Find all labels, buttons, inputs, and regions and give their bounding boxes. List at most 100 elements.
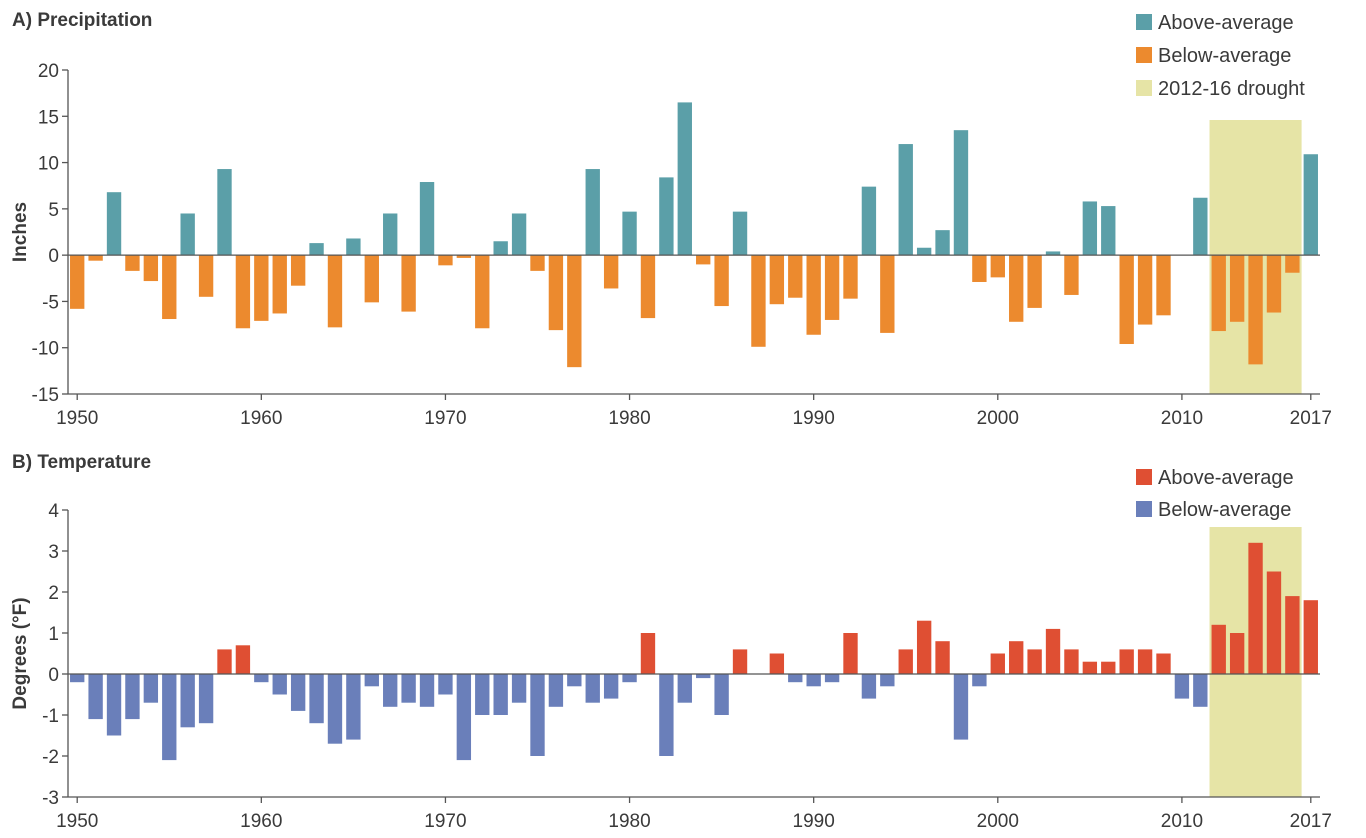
precipitation-bar-1953 [125,255,140,271]
temperature-legend-swatch-above [1136,469,1152,485]
precipitation-legend-swatch-above [1136,14,1152,30]
precipitation-bar-1975 [530,255,545,271]
precipitation-bar-2002 [1027,255,1042,308]
precipitation-bar-1996 [916,247,932,256]
temperature-bar-1961 [272,674,287,695]
temperature-bar-1983 [677,674,692,703]
temperature-bar-1966 [364,674,379,687]
temperature-ytick-label: -2 [42,747,59,768]
precipitation-bar-1960 [254,255,269,321]
precipitation-bar-1972 [475,255,490,329]
precipitation-bar-2017 [1303,154,1318,256]
temperature-bar-1997 [935,641,950,674]
precipitation-legend-label-drought: 2012-16 drought [1158,78,1305,100]
precipitation-bar-2000 [990,255,1005,278]
temperature-xtick-label: 1960 [240,811,282,832]
precipitation-bar-1970 [438,255,453,266]
precipitation-bar-2005 [1082,201,1098,256]
temperature-bar-1979 [603,674,619,699]
precipitation-bar-2011 [1193,197,1208,256]
precipitation-bar-1986 [732,211,748,256]
precipitation-bar-1968 [401,255,416,312]
precipitation-panel: A) Precipitation -15 -10 -5 0 5 10 15 20 1950 196… [10,10,1332,429]
temperature-bar-1996 [916,620,932,674]
precipitation-bar-1951 [88,255,103,261]
temperature-bar-1963 [309,674,324,724]
precipitation-bar-1995 [898,144,913,256]
precipitation-bar-1976 [548,255,564,331]
temperature-legend-swatch-below [1136,501,1152,517]
precipitation-ytick-label: 15 [38,107,59,128]
temperature-bar-1995 [898,649,913,674]
temperature-bar-1991 [824,674,840,683]
temperature-bar-1990 [806,674,821,687]
temperature-bar-1953 [125,674,140,720]
temperature-bar-1972 [475,674,490,715]
temperature-bar-1985 [714,674,729,715]
temperature-ytick-label: 2 [48,583,59,604]
temperature-bar-1951 [88,674,103,720]
precipitation-bar-2015 [1266,255,1282,313]
temperature-bar-2009 [1156,653,1171,674]
precipitation-bar-1959 [235,255,251,329]
precipitation-legend-label-above: Above-average [1158,12,1294,34]
temperature-y-axis-title: Degrees (°F) [10,597,31,709]
temperature-bar-2005 [1082,661,1098,674]
temperature-bar-1982 [659,674,674,756]
precipitation-bar-1965 [346,238,361,256]
temperature-bar-1957 [198,674,214,724]
precipitation-bar-1981 [640,255,656,319]
precipitation-xtick-label: 1990 [793,408,835,429]
temperature-bar-2011 [1193,674,1208,707]
precipitation-bar-1958 [217,169,232,256]
temperature-xtick-label: 1970 [424,811,466,832]
temperature-legend-label-below: Below-average [1158,499,1291,521]
precipitation-bar-1956 [180,213,195,256]
temperature-bar-1973 [493,674,508,715]
temperature-bar-2007 [1119,649,1134,674]
precipitation-bar-1999 [972,255,987,282]
precipitation-bar-1955 [162,255,177,320]
temperature-ytick-label: 1 [48,624,59,645]
precipitation-bar-1983 [677,102,692,256]
temperature-bar-1984 [696,674,711,679]
temperature-bar-2002 [1027,649,1042,674]
temperature-bar-1954 [143,674,159,703]
temperature-bar-1950 [70,674,85,683]
temperature-bar-2017 [1303,600,1318,674]
precipitation-bar-2013 [1229,255,1245,322]
precipitation-title: A) Precipitation [12,10,152,31]
temperature-bar-1965 [346,674,361,740]
temperature-bar-1981 [640,633,656,674]
precipitation-bar-1992 [843,255,858,299]
temperature-xtick-label: 2010 [1161,811,1203,832]
precipitation-xtick-label: 1970 [424,408,466,429]
precipitation-ytick-label: -15 [32,385,59,406]
temperature-bar-1978 [585,674,600,703]
temperature-panel: B) Temperature -3 -2 -1 0 1 2 3 4 1950 1960 1970 19… [10,452,1332,832]
precipitation-bar-2016 [1285,255,1300,273]
temperature-xtick-label: 1990 [793,811,835,832]
precipitation-bar-2006 [1101,206,1116,256]
precipitation-bar-1963 [309,243,324,256]
precipitation-ytick-label: -10 [32,339,59,360]
temperature-bar-2004 [1064,649,1079,674]
temperature-title: B) Temperature [12,452,151,473]
precipitation-bar-2001 [1009,255,1024,322]
precipitation-bar-2008 [1137,255,1153,325]
precipitation-bar-1990 [806,255,821,335]
temperature-bar-2006 [1101,661,1116,674]
precipitation-bar-1994 [880,255,895,333]
precipitation-bar-2007 [1119,255,1134,345]
temperature-bar-2014 [1248,542,1263,674]
temperature-xtick-label: 2000 [977,811,1019,832]
precipitation-bar-2012 [1211,255,1226,332]
precipitation-bar-1988 [769,255,785,305]
temperature-bar-2001 [1009,641,1024,674]
temperature-bar-1986 [732,649,748,674]
precipitation-bar-1984 [696,255,711,265]
temperature-bar-1960 [254,674,269,683]
precipitation-xtick-label: 2000 [977,408,1019,429]
precipitation-bar-1962 [290,255,306,286]
temperature-bar-2008 [1137,649,1153,674]
